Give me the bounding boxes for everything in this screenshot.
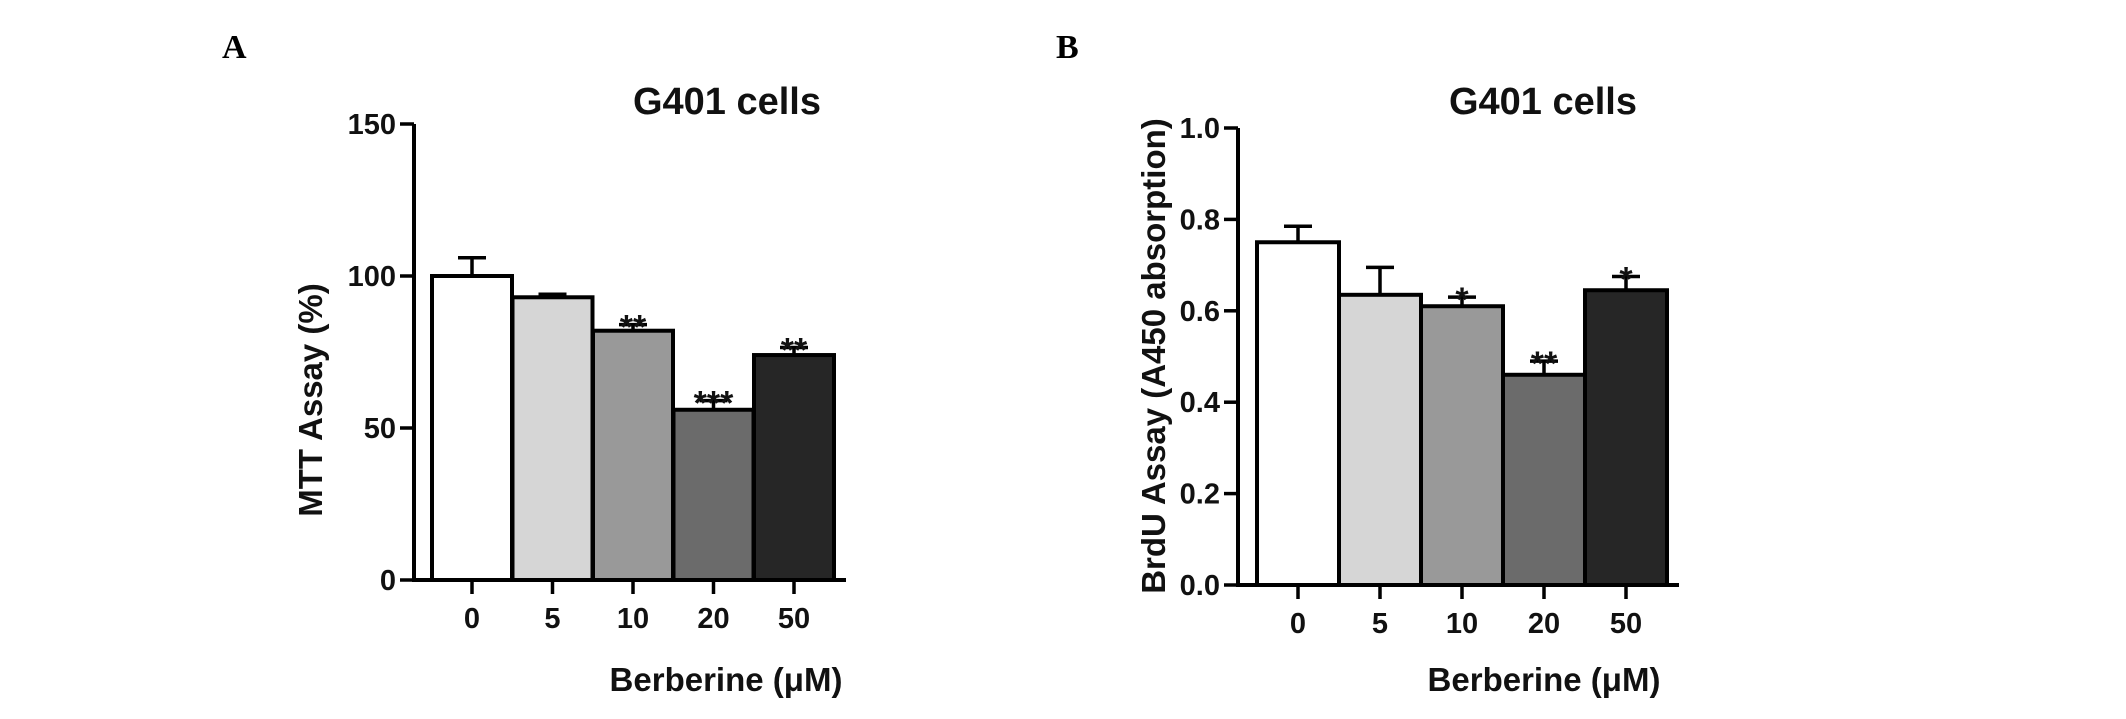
panel-letter-a: A: [222, 29, 247, 66]
panel-letter-b: B: [1056, 29, 1079, 66]
chart-a-plot-area: 0 50 100 150 0 5 10 ** 20 *** 50 **: [348, 109, 846, 635]
chart-b-significance-label: *: [1619, 261, 1633, 299]
chart-b-significance-label: *: [1455, 281, 1469, 319]
chart-a-y-axis-label: MTT Assay (%): [292, 283, 329, 516]
chart-b-x-tick-label: 10: [1446, 608, 1478, 640]
chart-b-x-axis-label: Berberine (μM): [1428, 661, 1661, 698]
chart-b-significance-label: **: [1531, 345, 1558, 383]
chart-b-y-axis-label: BrdU Assay (A450 absorption): [1135, 118, 1172, 594]
chart-b-bar: [1501, 372, 1587, 587]
chart-a-significance-label: **: [620, 309, 647, 347]
chart-b-x-tick-label: 20: [1528, 608, 1560, 640]
chart-b-title: G401 cells: [1449, 81, 1637, 123]
chart-b-bar: [1419, 304, 1505, 587]
chart-b-x-tick-label: 5: [1372, 608, 1388, 640]
chart-b-y-tick-label: 0.0: [1180, 570, 1220, 602]
chart-a-y-tick-label: 50: [364, 413, 396, 445]
panel-b: B G401 cells BrdU Assay (A450 absorption…: [1056, 29, 1679, 698]
chart-a-title: G401 cells: [633, 81, 821, 123]
chart-a-x-tick-label: 20: [697, 603, 729, 635]
chart-b-y-tick-label: 1.0: [1180, 113, 1220, 145]
chart-a-bar: [430, 274, 514, 582]
chart-b-y-tick-label: 0.8: [1180, 204, 1220, 236]
chart-b-x-tick-label: 50: [1610, 608, 1642, 640]
chart-a-significance-label: **: [781, 331, 808, 369]
chart-b-plot-area: 0.0 0.2 0.4 0.6 0.8 1.0 0 5 10 * 20 ** 50 *: [1180, 113, 1679, 640]
chart-b-bar: [1583, 288, 1669, 587]
chart-a-x-tick-label: 10: [617, 603, 649, 635]
chart-b-bar: [1255, 240, 1341, 587]
chart-a-bar: [591, 328, 675, 582]
chart-a-y-tick-label: 0: [380, 565, 396, 597]
chart-b-bar: [1337, 292, 1423, 587]
chart-a-bar: [752, 353, 836, 583]
chart-a-y-tick-label: 100: [348, 261, 396, 293]
panel-a: A G401 cells MTT Assay (%) Berberine (μM…: [222, 29, 846, 698]
chart-b-x-tick-label: 0: [1290, 608, 1306, 640]
chart-a-x-tick-label: 50: [778, 603, 810, 635]
chart-a-x-tick-label: 0: [464, 603, 480, 635]
chart-b-y-tick-label: 0.4: [1180, 387, 1220, 419]
chart-b-y-tick-label: 0.6: [1180, 296, 1220, 328]
chart-a-significance-label: ***: [694, 385, 734, 423]
chart-a-y-tick-label: 150: [348, 109, 396, 141]
chart-a-bar: [671, 407, 756, 583]
chart-a-x-tick-label: 5: [544, 603, 560, 635]
chart-a-bar: [510, 295, 595, 582]
chart-a-x-axis-label: Berberine (μM): [610, 661, 843, 698]
chart-b-y-tick-label: 0.2: [1180, 479, 1220, 511]
